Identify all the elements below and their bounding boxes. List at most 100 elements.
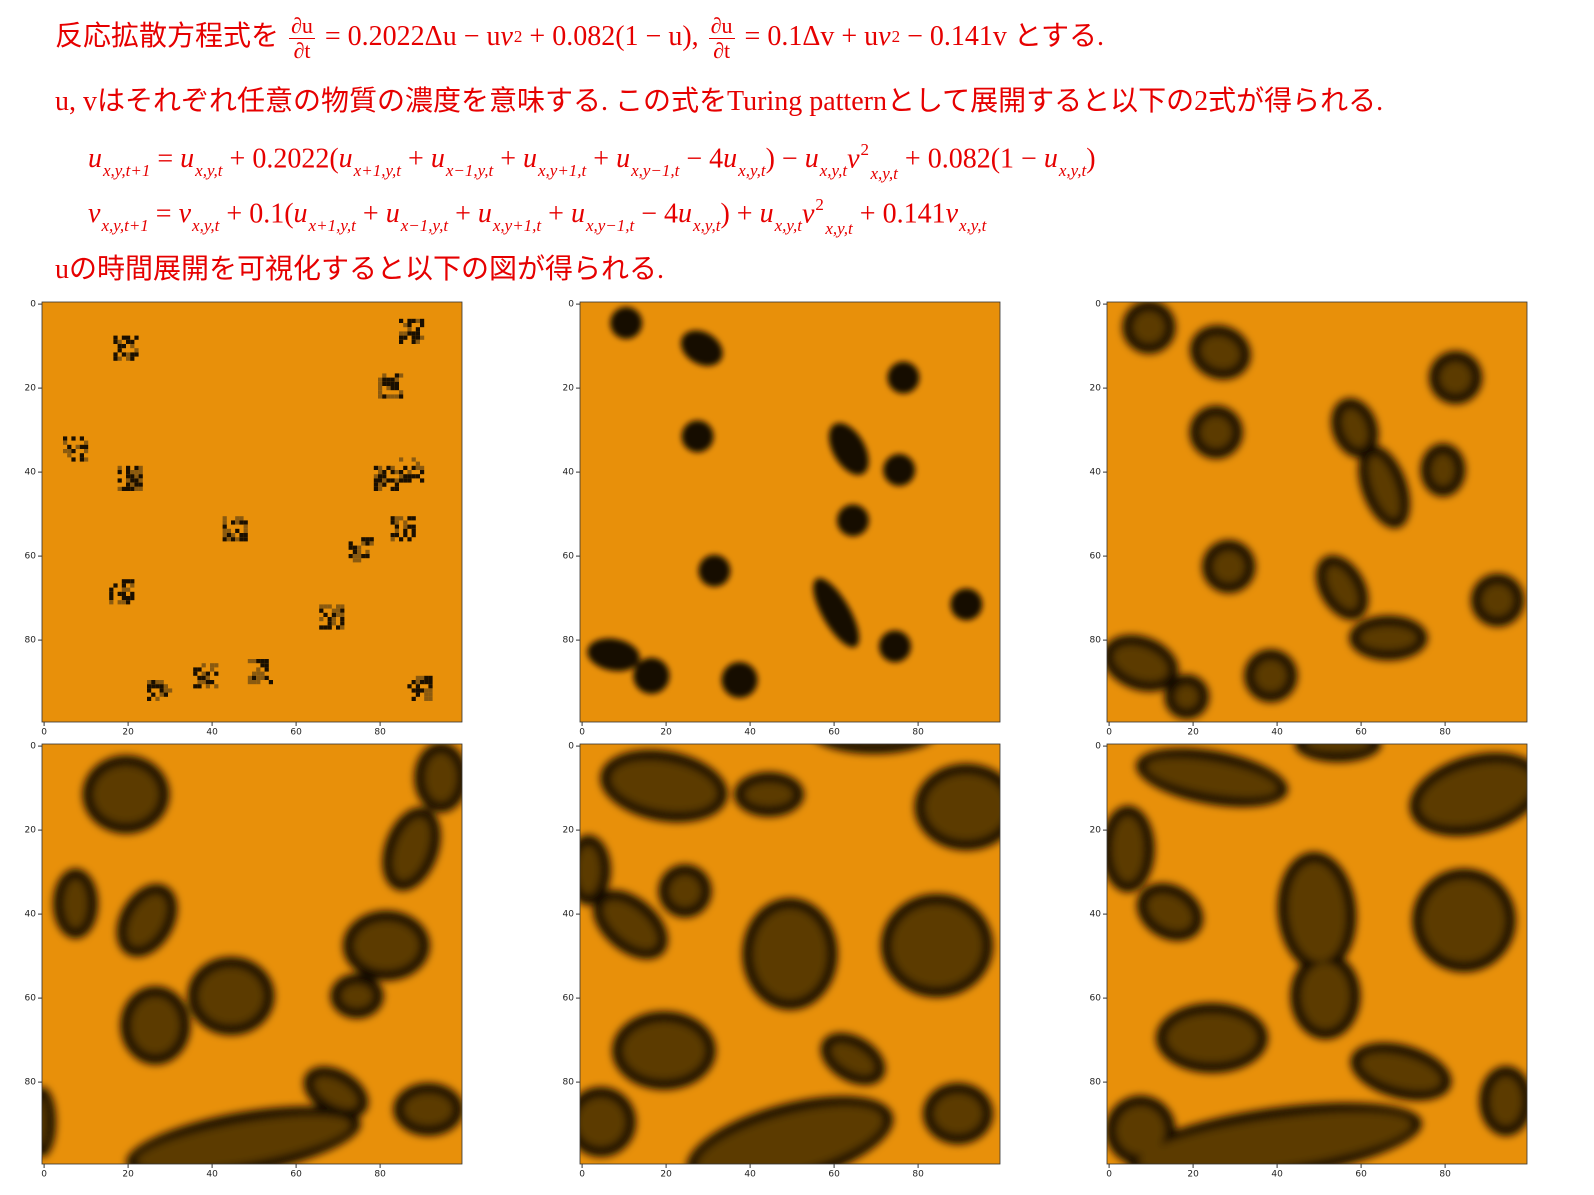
noise-cell xyxy=(63,436,68,441)
noise-cell xyxy=(407,684,412,689)
noise-cell xyxy=(226,528,231,533)
noise-cell xyxy=(126,600,131,605)
y-tick-label: 20 xyxy=(563,384,575,394)
blob-core xyxy=(1212,550,1245,583)
noise-cell xyxy=(151,684,156,689)
noise-cell xyxy=(138,478,143,483)
noise-cell xyxy=(390,465,395,470)
noise-cell xyxy=(399,373,404,378)
noise-cell xyxy=(411,533,416,538)
noise-cell xyxy=(378,482,383,487)
blob-layer xyxy=(587,307,983,699)
noise-cell xyxy=(369,541,374,546)
noise-cell xyxy=(399,331,404,336)
heatmap-panel: 0 20 40 60 80 0 20 40 60 80 xyxy=(1090,300,1528,738)
math-symbol: u x,y,t xyxy=(180,145,222,180)
math-symbol: u x,y,t xyxy=(723,145,765,180)
noise-cell xyxy=(159,680,164,685)
noise-cell xyxy=(210,663,215,668)
noise-cell xyxy=(352,545,357,550)
scripts: x,y,t xyxy=(959,217,986,235)
x-tick-label: 0 xyxy=(1106,1170,1112,1180)
noise-cell xyxy=(130,344,135,349)
x-tick-label: 80 xyxy=(374,728,386,738)
noise-cell xyxy=(407,318,412,323)
symbol-base: v xyxy=(178,198,192,230)
noise-cell xyxy=(399,339,404,344)
noise-cell xyxy=(415,461,420,466)
noise-cell xyxy=(386,478,391,483)
noise-cell xyxy=(411,335,416,340)
noise-cell xyxy=(415,474,420,479)
x-tick-label: 60 xyxy=(1355,1170,1367,1180)
noise-cell xyxy=(130,352,135,357)
noise-cell xyxy=(415,684,420,689)
noise-cell xyxy=(252,659,257,664)
scripts: x,y,t xyxy=(775,217,802,235)
noise-cell xyxy=(420,688,425,693)
noise-cell xyxy=(340,608,345,613)
text-run: + xyxy=(448,198,478,230)
blob-core xyxy=(1420,762,1527,826)
x-tick-label: 0 xyxy=(1106,728,1112,738)
noise-cell xyxy=(163,688,168,693)
noise-cell xyxy=(84,449,89,454)
noise-cell xyxy=(147,680,152,685)
noise-cell xyxy=(214,671,219,676)
blob-core xyxy=(1359,626,1417,650)
scripts: x+1,y,t xyxy=(354,162,401,180)
symbol-base: v xyxy=(945,198,959,230)
fraction: ∂u ∂t xyxy=(289,13,315,63)
blob-core xyxy=(198,967,264,1025)
text-run: + xyxy=(401,143,431,175)
noise-cell xyxy=(420,318,425,323)
scripts: x,y,t xyxy=(738,162,765,180)
scripts: x,y,t xyxy=(195,162,222,180)
noise-cell xyxy=(357,549,362,554)
noise-cell xyxy=(348,554,353,559)
noise-cell xyxy=(260,671,265,676)
text-run: 反応拡散方程式を xyxy=(55,21,287,53)
blob-core xyxy=(1112,816,1144,882)
blob-core xyxy=(392,817,431,881)
noise-cell xyxy=(155,680,160,685)
noise-cell xyxy=(214,684,219,689)
noise-cell xyxy=(415,688,420,693)
noise-cell xyxy=(399,474,404,479)
noise-cell xyxy=(75,444,80,449)
noise-cell xyxy=(84,444,89,449)
noise-cell xyxy=(256,671,261,676)
noise-cell xyxy=(403,478,408,483)
noise-cell xyxy=(407,478,412,483)
noise-cell xyxy=(390,381,395,386)
noise-cell xyxy=(71,449,76,454)
noise-cell xyxy=(336,604,341,609)
noise-cell xyxy=(239,533,244,538)
symbol-base: u xyxy=(477,198,492,230)
noise-cell xyxy=(231,533,236,538)
noise-cell xyxy=(126,587,131,592)
heatmap-panel: 0 20 40 60 80 0 20 40 60 80 xyxy=(25,742,463,1180)
x-tick-label: 20 xyxy=(1187,1170,1199,1180)
noise-cell xyxy=(155,684,160,689)
denominator: ∂t xyxy=(713,38,731,64)
symbol-base: u xyxy=(1043,143,1058,175)
noise-cell xyxy=(138,486,143,491)
noise-cell xyxy=(239,520,244,525)
x-tick-label: 60 xyxy=(828,1170,840,1180)
noise-cell xyxy=(415,318,420,323)
noise-cell xyxy=(126,596,131,601)
blob-core xyxy=(1341,408,1368,448)
noise-cell xyxy=(117,465,122,470)
noise-cell xyxy=(134,470,139,475)
blob-core xyxy=(1138,1112,1412,1164)
y-tick-label: 60 xyxy=(563,994,575,1004)
text-run: + 0.2022( xyxy=(222,143,339,175)
y-tick-label: 60 xyxy=(25,994,37,1004)
noise-cell xyxy=(319,604,324,609)
blob-edge xyxy=(828,423,869,475)
noise-cell xyxy=(256,680,261,685)
heatmap-image xyxy=(1107,302,1527,722)
noise-cell xyxy=(382,478,387,483)
noise-cell xyxy=(260,663,265,668)
